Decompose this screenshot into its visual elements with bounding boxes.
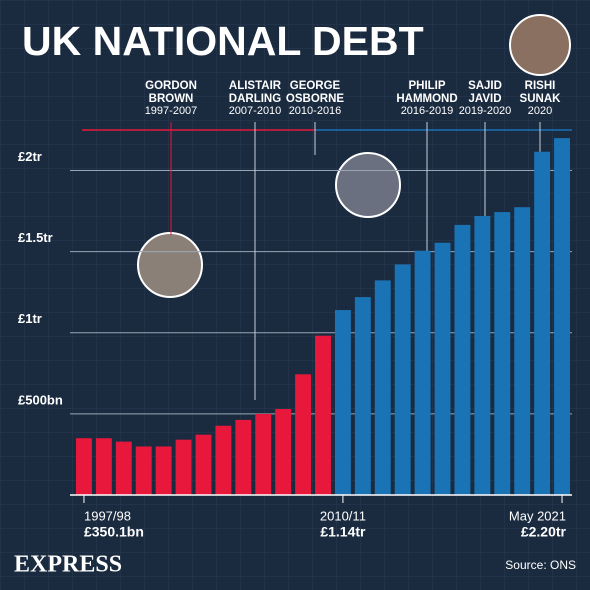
bar xyxy=(414,250,431,495)
y-tick-label: £2tr xyxy=(18,149,42,164)
chancellor-name: GEORGE xyxy=(290,80,341,92)
chancellor-name: GORDON xyxy=(145,80,197,92)
x-tick-label: May 2021 xyxy=(509,508,566,523)
chancellor-years: 2020 xyxy=(528,105,552,117)
bar xyxy=(195,434,212,495)
chancellor-years: 2019-2020 xyxy=(459,105,512,117)
portrait xyxy=(509,14,571,76)
bar xyxy=(95,438,112,495)
bar xyxy=(554,138,571,495)
bar xyxy=(75,438,92,495)
bar xyxy=(434,242,451,495)
y-tick-label: £500bn xyxy=(18,392,63,407)
bar xyxy=(514,207,531,495)
chart-title: UK NATIONAL DEBT xyxy=(22,18,424,64)
chancellor-years: 1997-2007 xyxy=(145,105,198,117)
bar xyxy=(255,413,272,495)
bar xyxy=(235,419,252,495)
bar xyxy=(175,439,192,495)
brand: EXPRESS xyxy=(14,552,122,578)
chancellor-years: 2010-2016 xyxy=(289,105,342,117)
bar xyxy=(215,425,232,495)
bar xyxy=(115,441,132,495)
bar xyxy=(374,280,391,495)
portrait xyxy=(137,232,203,298)
bar xyxy=(354,297,371,495)
value-label: £350.1bn xyxy=(84,524,144,540)
bar xyxy=(494,212,511,495)
bar xyxy=(454,224,471,495)
source: Source: ONS xyxy=(505,558,576,572)
chancellor-name: RISHI xyxy=(525,80,556,92)
bar xyxy=(474,215,491,495)
y-tick-label: £1tr xyxy=(18,311,42,326)
chancellor-years: 2007-2010 xyxy=(229,105,282,117)
chancellor-name: PHILIP xyxy=(408,80,445,92)
chancellor-name: DARLING xyxy=(229,93,281,105)
bar xyxy=(295,374,312,495)
portrait xyxy=(335,152,401,218)
chancellor-name: SAJID xyxy=(468,80,502,92)
x-tick-label: 1997/98 xyxy=(84,508,131,523)
bar xyxy=(155,446,172,495)
chancellor-name: SUNAK xyxy=(520,93,562,105)
bar xyxy=(135,446,152,495)
bar xyxy=(275,409,292,495)
value-label: £1.14tr xyxy=(320,524,366,540)
chancellor-name: ALISTAIR xyxy=(229,80,282,92)
bar xyxy=(534,151,551,495)
y-tick-label: £1.5tr xyxy=(18,230,53,245)
x-tick-label: 2010/11 xyxy=(320,508,366,523)
bar xyxy=(315,335,331,495)
bar xyxy=(334,310,351,495)
chancellor-name: OSBORNE xyxy=(286,93,344,105)
chancellor-name: JAVID xyxy=(468,93,501,105)
chancellor-name: BROWN xyxy=(149,93,194,105)
value-label: £2.20tr xyxy=(521,524,567,540)
chancellor-name: HAMMOND xyxy=(396,93,457,105)
chancellor-years: 2016-2019 xyxy=(401,105,454,117)
bar xyxy=(394,264,411,495)
